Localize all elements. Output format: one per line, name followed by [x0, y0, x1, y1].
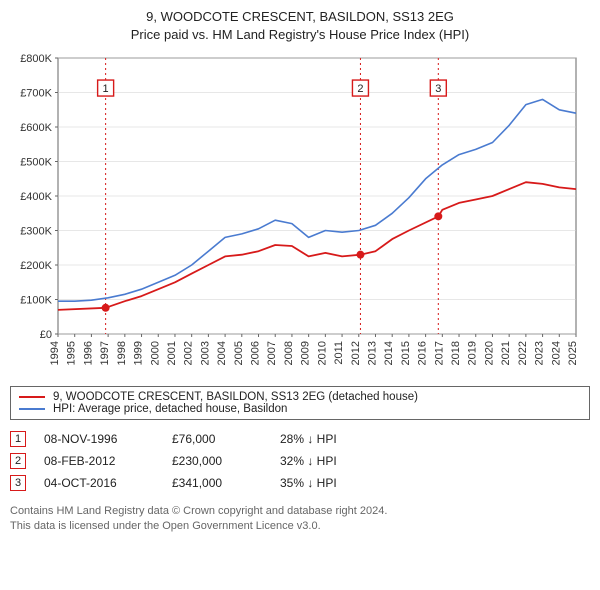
chart-title: 9, WOODCOTE CRESCENT, BASILDON, SS13 2EG…: [10, 8, 590, 44]
xtick-label: 2006: [250, 341, 262, 365]
ytick-label: £200K: [20, 260, 52, 272]
legend-swatch: [19, 408, 45, 410]
ytick-label: £500K: [20, 157, 52, 169]
xtick-label: 2003: [199, 341, 211, 365]
event-row-price: £76,000: [172, 432, 262, 446]
chart-area: £0 £100K £200K £300K £400K £500K £600K £700K £80…: [10, 50, 590, 380]
event-row-price: £341,000: [172, 476, 262, 490]
footnote: Contains HM Land Registry data © Crown c…: [10, 504, 590, 534]
event-badge-number: 1: [103, 83, 109, 95]
xtick-label: 2012: [350, 341, 362, 365]
legend-item: 9, WOODCOTE CRESCENT, BASILDON, SS13 2EG…: [19, 391, 581, 403]
ytick-label: £600K: [20, 122, 52, 134]
xtick-label: 2013: [366, 341, 378, 365]
xtick-label: 2021: [500, 341, 512, 365]
xtick-label: 2016: [417, 341, 429, 365]
ytick-label: £100K: [20, 295, 52, 307]
event-row: 3 04-OCT-2016 £341,000 35% ↓ HPI: [10, 472, 590, 494]
line-chart-svg: £0 £100K £200K £300K £400K £500K £600K £700K £80…: [10, 50, 590, 380]
xtick-label: 1998: [116, 341, 128, 365]
ytick-label: £0: [40, 329, 52, 341]
event-row-badge: 3: [10, 475, 26, 491]
xtick-label: 2001: [166, 341, 178, 365]
xtick-label: 2008: [283, 341, 295, 365]
event-row: 1 08-NOV-1996 £76,000 28% ↓ HPI: [10, 428, 590, 450]
xtick-label: 2020: [483, 341, 495, 365]
xtick-label: 2004: [216, 341, 228, 365]
event-row-date: 04-OCT-2016: [44, 476, 154, 490]
title-line-2: Price paid vs. HM Land Registry's House …: [10, 26, 590, 44]
xtick-label: 2025: [567, 341, 579, 365]
event-table: 1 08-NOV-1996 £76,000 28% ↓ HPI 2 08-FEB-2012…: [10, 428, 590, 494]
event-row-badge: 2: [10, 453, 26, 469]
ytick-label: £400K: [20, 191, 52, 203]
xtick-label: 2000: [149, 341, 161, 365]
xtick-label: 2007: [266, 341, 278, 365]
legend: 9, WOODCOTE CRESCENT, BASILDON, SS13 2EG…: [10, 386, 590, 420]
event-row-date: 08-NOV-1996: [44, 432, 154, 446]
xtick-label: 2005: [233, 341, 245, 365]
xtick-label: 2019: [467, 341, 479, 365]
legend-item: HPI: Average price, detached house, Basi…: [19, 403, 581, 415]
xtick-label: 2014: [383, 341, 395, 365]
event-row-diff: 35% ↓ HPI: [280, 476, 337, 490]
event-marker: [434, 213, 442, 221]
event-row-date: 08-FEB-2012: [44, 454, 154, 468]
xtick-label: 2017: [433, 341, 445, 365]
xtick-label: 1999: [133, 341, 145, 365]
xtick-label: 1996: [82, 341, 94, 365]
xtick-label: 2009: [300, 341, 312, 365]
legend-label: HPI: Average price, detached house, Basi…: [53, 403, 287, 415]
xtick-label: 2022: [517, 341, 529, 365]
footnote-line-2: This data is licensed under the Open Gov…: [10, 519, 590, 534]
xtick-label: 2011: [333, 341, 345, 365]
event-row-diff: 32% ↓ HPI: [280, 454, 337, 468]
xtick-label: 2002: [183, 341, 195, 365]
event-marker: [356, 251, 364, 259]
xtick-label: 1995: [66, 341, 78, 365]
xtick-label: 2018: [450, 341, 462, 365]
event-badge-number: 3: [435, 83, 441, 95]
xtick-label: 2010: [316, 341, 328, 365]
footnote-line-1: Contains HM Land Registry data © Crown c…: [10, 504, 590, 519]
legend-label: 9, WOODCOTE CRESCENT, BASILDON, SS13 2EG…: [53, 391, 418, 403]
xtick-label: 2023: [534, 341, 546, 365]
event-marker: [102, 304, 110, 312]
chart-container: { "title_line1": "9, WOODCOTE CRESCENT, …: [0, 0, 600, 544]
legend-swatch: [19, 396, 45, 398]
xtick-label: 1997: [99, 341, 111, 365]
event-row-diff: 28% ↓ HPI: [280, 432, 337, 446]
xtick-label: 1994: [49, 341, 61, 365]
xtick-label: 2015: [400, 341, 412, 365]
event-row: 2 08-FEB-2012 £230,000 32% ↓ HPI: [10, 450, 590, 472]
title-line-1: 9, WOODCOTE CRESCENT, BASILDON, SS13 2EG: [10, 8, 590, 26]
event-badge-number: 2: [357, 83, 363, 95]
event-row-badge: 1: [10, 431, 26, 447]
xtick-label: 2024: [550, 341, 562, 365]
ytick-label: £800K: [20, 53, 52, 65]
ytick-label: £700K: [20, 88, 52, 100]
event-row-price: £230,000: [172, 454, 262, 468]
ytick-label: £300K: [20, 226, 52, 238]
